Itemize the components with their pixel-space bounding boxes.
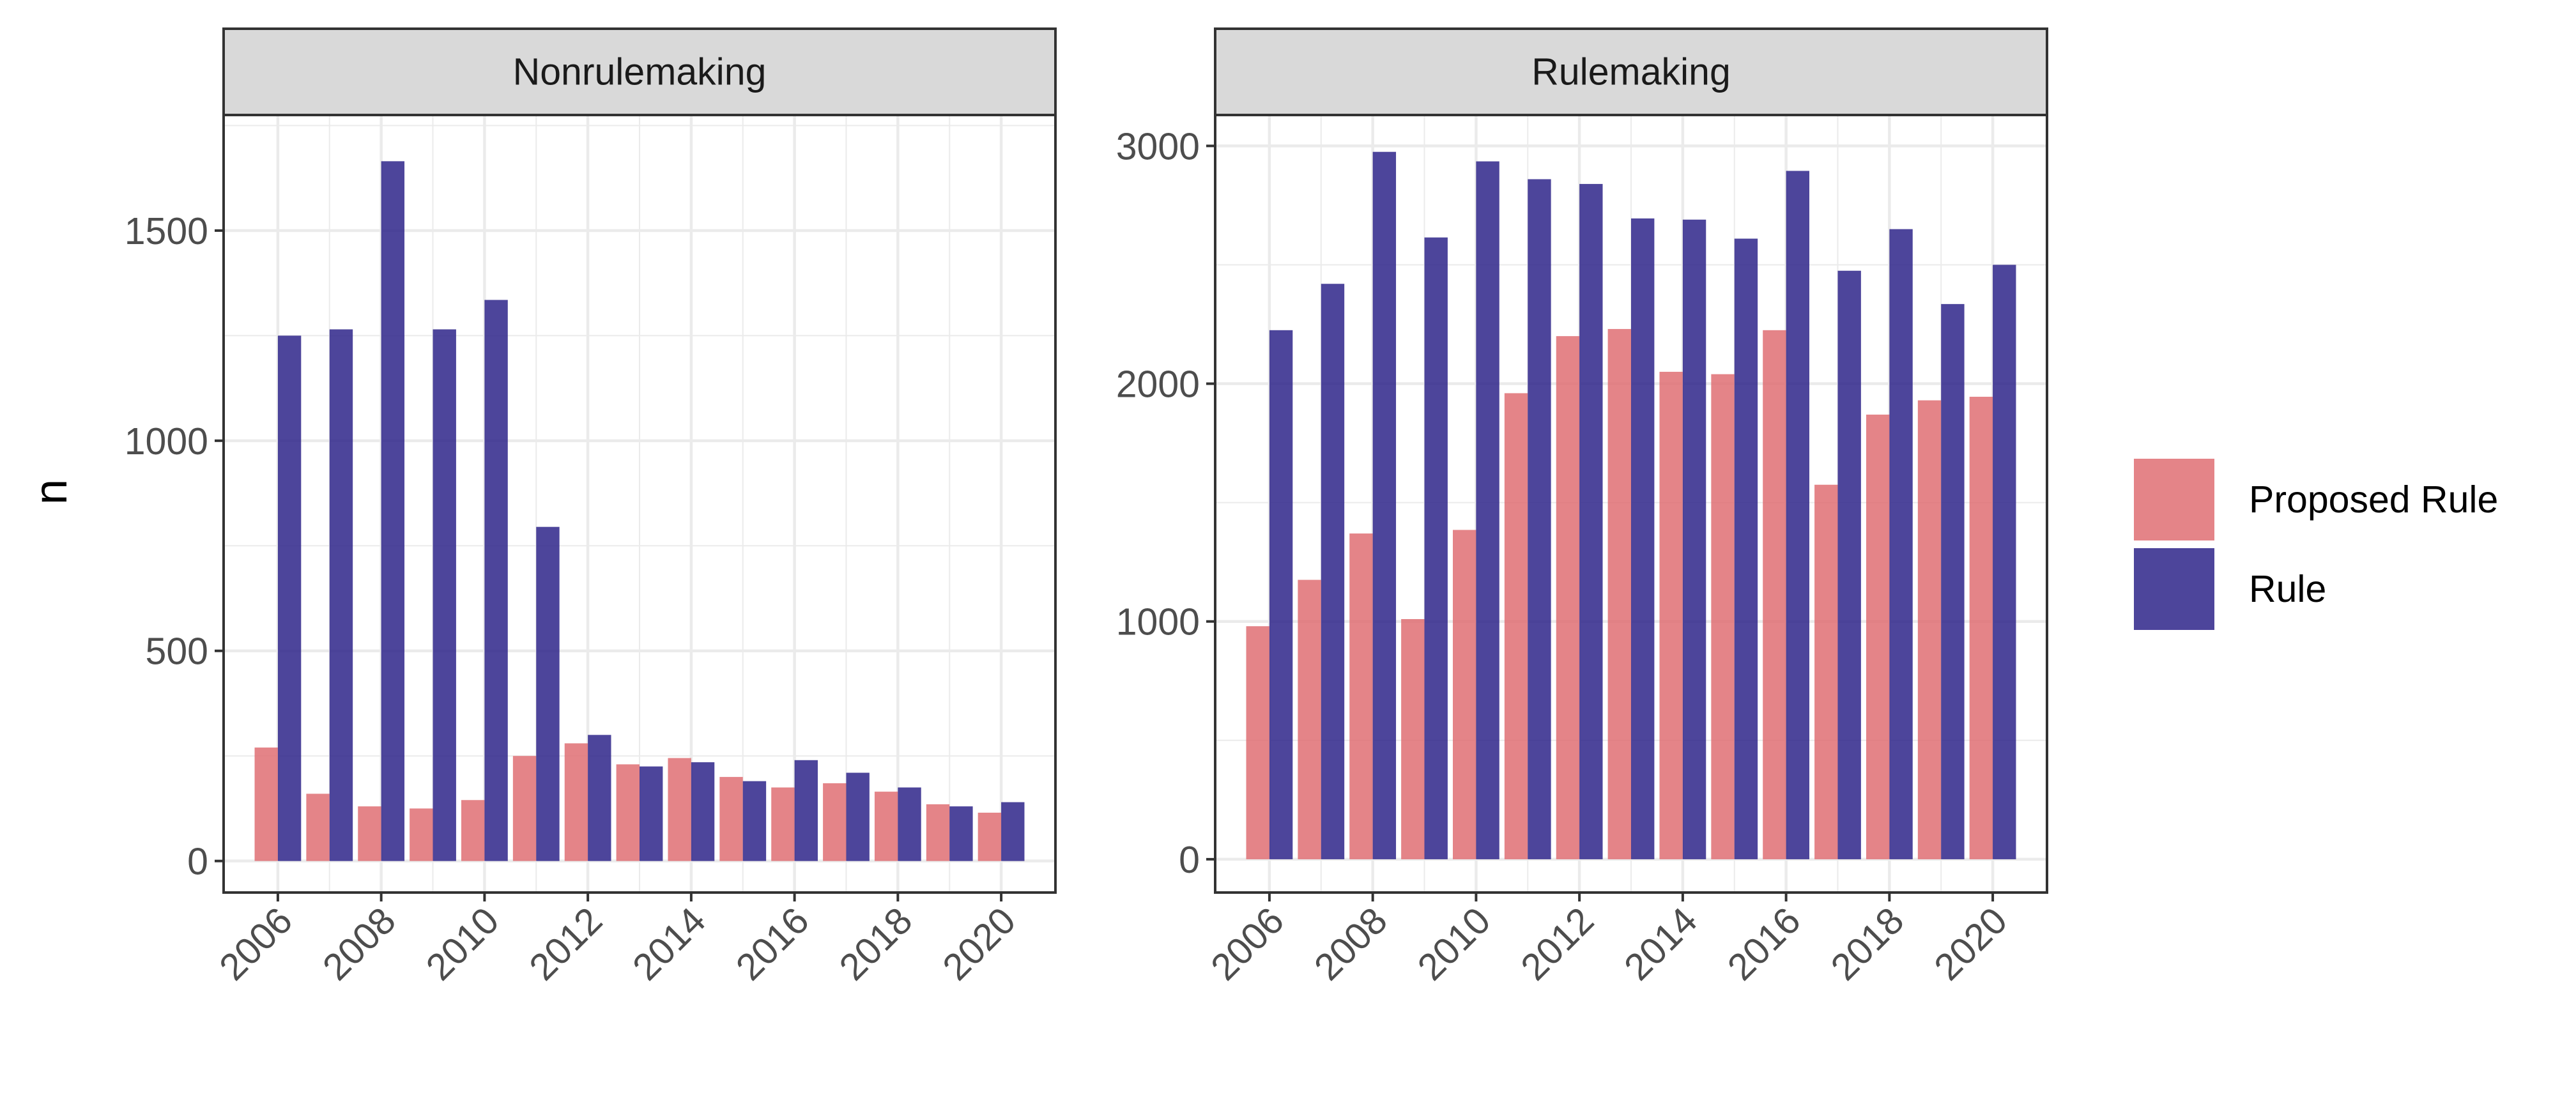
bar-proposed-rule-2008	[1349, 533, 1373, 859]
bar-proposed-rule-2006	[1246, 626, 1269, 859]
bar-proposed-rule-2012	[1556, 336, 1580, 859]
bar-proposed-rule-2014	[1659, 371, 1683, 859]
bar-rule-2008	[1372, 151, 1397, 859]
legend: Proposed Rule Rule	[2134, 459, 2498, 630]
facet-strip	[222, 27, 1057, 116]
bar-rule-2017	[846, 772, 870, 861]
facet-strip-label: Nonrulemaking	[513, 51, 767, 93]
bar-rule-2018	[1889, 229, 1913, 859]
bar-proposed-rule-2011	[1504, 393, 1528, 859]
bar-proposed-rule-2009	[1401, 619, 1425, 859]
bar-proposed-rule-2018	[1866, 414, 1890, 859]
bar-proposed-rule-2016	[771, 787, 795, 861]
bar-rule-2017	[1837, 270, 1861, 859]
bar-proposed-rule-2016	[1763, 330, 1786, 859]
bar-rule-2010	[1476, 161, 1499, 859]
bar-rule-2009	[1424, 237, 1448, 859]
bar-rule-2014	[1682, 219, 1706, 859]
bar-rule-2006	[277, 335, 302, 861]
x-tick-label: 2008	[314, 900, 403, 988]
x-tick-label: 2006	[1203, 900, 1292, 988]
bar-rule-2012	[1579, 183, 1603, 859]
x-tick-label: 2020	[1926, 900, 2015, 988]
bar-rule-2020	[1001, 802, 1025, 861]
facet-strip	[1214, 27, 2048, 116]
x-tick-label: 2010	[1409, 900, 1498, 988]
bar-proposed-rule-2013	[1607, 328, 1631, 859]
bar-proposed-rule-2020	[1969, 397, 1993, 859]
x-tick-label: 2016	[728, 900, 816, 988]
bar-proposed-rule-2013	[616, 764, 640, 861]
y-tick-label: 0	[187, 841, 208, 883]
x-tick-label: 2020	[935, 900, 1023, 988]
y-tick-label: 0	[1179, 839, 1200, 881]
bar-proposed-rule-2017	[823, 783, 847, 861]
x-tick-label: 2014	[1616, 900, 1705, 988]
bar-proposed-rule-2011	[512, 756, 537, 861]
bar-proposed-rule-2007	[1298, 579, 1321, 859]
y-tick-label: 500	[146, 631, 208, 673]
bar-proposed-rule-2007	[306, 793, 330, 861]
x-tick-label: 2018	[831, 900, 920, 988]
bar-rule-2012	[588, 735, 611, 861]
bar-proposed-rule-2010	[1453, 530, 1476, 859]
bar-rule-2010	[484, 300, 508, 861]
x-tick-label: 2016	[1719, 900, 1808, 988]
bar-proposed-rule-2017	[1814, 484, 1838, 859]
bar-proposed-rule-2010	[461, 800, 485, 861]
bar-proposed-rule-2020	[977, 813, 1002, 861]
x-tick-label: 2008	[1306, 900, 1395, 988]
bar-proposed-rule-2015	[719, 777, 743, 861]
bar-rule-2019	[1941, 303, 1965, 859]
bar-rule-2013	[640, 766, 663, 861]
bar-rule-2018	[898, 787, 921, 861]
bar-proposed-rule-2008	[358, 806, 381, 861]
bar-rule-2013	[1631, 218, 1655, 859]
bar-proposed-rule-2012	[564, 743, 588, 861]
x-tick-label: 2014	[625, 900, 714, 988]
legend-label-rule: Rule	[2249, 568, 2326, 610]
y-axis-label: n	[26, 479, 77, 505]
bar-rule-2011	[536, 526, 560, 861]
y-tick-label: 1500	[125, 210, 208, 252]
bar-proposed-rule-2019	[926, 804, 950, 861]
x-tick-label: 2010	[418, 900, 507, 988]
bar-rule-2015	[1734, 238, 1758, 859]
bar-rule-2006	[1269, 330, 1293, 859]
legend-label-proposed-rule: Proposed Rule	[2249, 479, 2498, 521]
facet-strip-label: Rulemaking	[1531, 51, 1731, 93]
x-tick-label: 2012	[1513, 900, 1602, 988]
legend-key-rule	[2134, 548, 2214, 630]
y-tick-label: 1000	[1116, 601, 1200, 643]
bar-proposed-rule-2018	[874, 792, 898, 861]
bar-rule-2020	[1993, 264, 2016, 859]
bar-rule-2015	[742, 781, 767, 861]
x-tick-label: 2006	[211, 900, 300, 988]
bar-rule-2007	[329, 329, 353, 861]
bar-proposed-rule-2009	[410, 808, 433, 861]
bar-proposed-rule-2006	[254, 747, 278, 861]
x-tick-label: 2018	[1823, 900, 1912, 988]
bar-rule-2016	[1786, 171, 1809, 859]
bar-rule-2007	[1321, 284, 1345, 859]
y-tick-label: 3000	[1116, 125, 1200, 167]
y-tick-label: 2000	[1116, 364, 1200, 406]
bar-rule-2016	[794, 760, 818, 861]
bar-rule-2011	[1528, 179, 1551, 859]
bar-proposed-rule-2014	[668, 758, 691, 861]
x-tick-label: 2012	[521, 900, 610, 988]
bar-rule-2009	[433, 329, 456, 861]
bar-proposed-rule-2019	[1917, 400, 1942, 859]
bar-rule-2014	[691, 762, 715, 861]
legend-key-proposed-rule	[2134, 459, 2214, 540]
bar-proposed-rule-2015	[1711, 374, 1735, 859]
bar-rule-2008	[381, 161, 405, 861]
y-tick-label: 1000	[125, 420, 208, 463]
bar-rule-2019	[949, 806, 973, 861]
